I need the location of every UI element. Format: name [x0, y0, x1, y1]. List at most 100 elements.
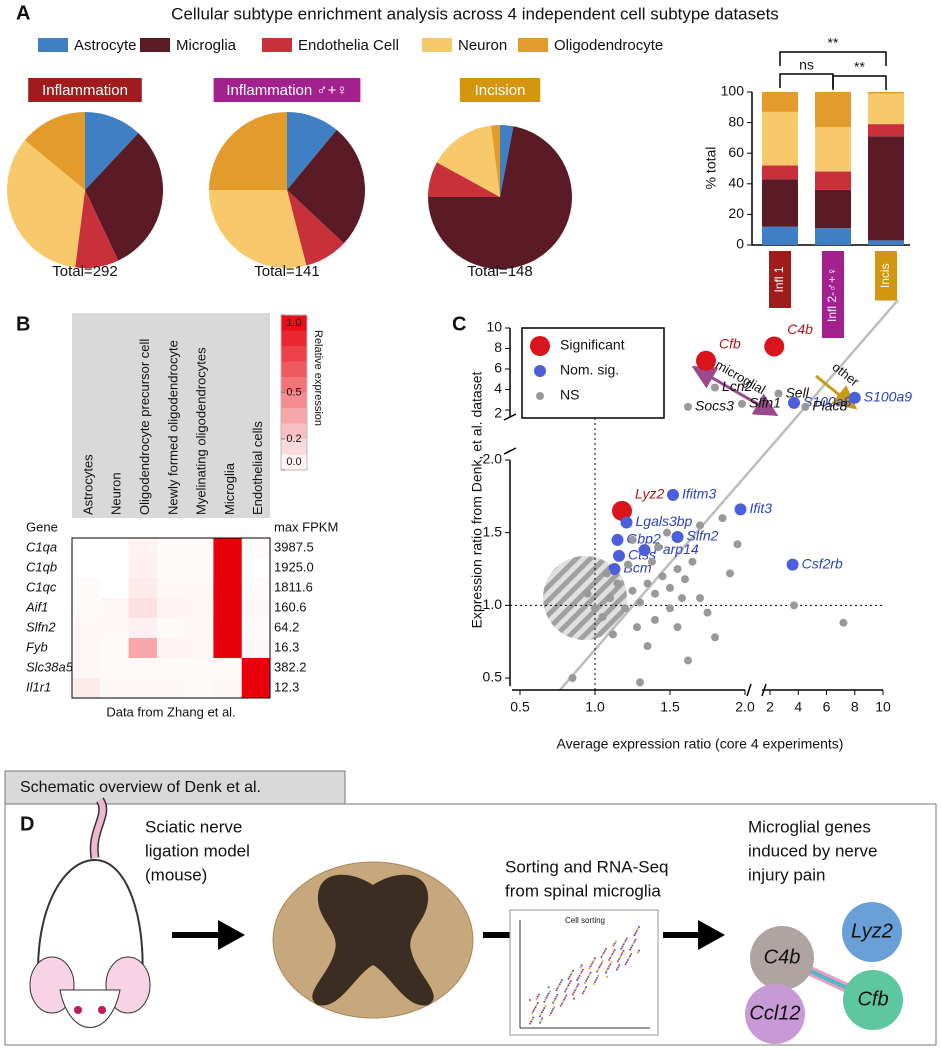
point-label: Parp14 — [654, 541, 699, 557]
decor-dot — [593, 957, 596, 960]
point — [613, 579, 622, 588]
decor-dot — [614, 940, 617, 943]
colorbar-step — [281, 439, 307, 455]
point — [788, 396, 801, 409]
heat-cell — [156, 578, 186, 599]
point — [688, 557, 697, 566]
decor-dot — [596, 976, 599, 979]
decor-dot — [569, 980, 572, 983]
legend-swatch — [140, 38, 170, 52]
heat-cell — [213, 658, 243, 679]
heat-cell — [128, 578, 158, 599]
decor-dot — [544, 1005, 547, 1008]
row-label: Slfn2 — [26, 619, 56, 634]
point — [624, 560, 632, 569]
decor-dot — [529, 1022, 531, 1025]
heat-cell — [128, 678, 158, 699]
heat-cell — [72, 678, 101, 699]
row-label: Slc38a5 — [26, 659, 74, 674]
decor-dot — [634, 932, 637, 935]
decor-dot — [624, 939, 627, 942]
decor-dot — [592, 982, 595, 985]
row-label: Fyb — [26, 639, 48, 654]
bar-segment — [868, 93, 904, 125]
x-tick-label: 10 — [875, 699, 891, 715]
point — [696, 350, 716, 371]
decor-dot — [573, 997, 575, 1000]
heat-cell — [241, 638, 271, 659]
point — [696, 594, 704, 603]
gene-node — [842, 902, 902, 962]
heat-cell — [156, 538, 186, 559]
decor-dot — [624, 963, 627, 966]
decor-dot — [557, 985, 560, 988]
colorbar-step — [281, 361, 307, 377]
row-label: C1qc — [26, 579, 57, 594]
decor-dot — [532, 1016, 535, 1019]
decor-dot — [618, 964, 621, 967]
decor-dot — [559, 1004, 562, 1007]
pie-slice — [209, 190, 307, 268]
legend-swatch — [262, 38, 292, 52]
point — [666, 604, 674, 613]
legend-label: Microglia — [176, 37, 237, 54]
x-tick-label: Infl 2-♂+♀ — [825, 267, 839, 322]
heat-cell — [100, 618, 129, 639]
decor-dot — [597, 968, 600, 971]
x-axis-label: Average expression ratio (core 4 experim… — [557, 736, 844, 752]
panel-label: C — [452, 313, 466, 335]
decor-dot — [531, 1018, 534, 1021]
heat-cell — [213, 558, 243, 579]
arrow-head — [218, 920, 245, 950]
x-tick-label: 2.0 — [735, 699, 755, 715]
bar-segment — [762, 92, 798, 112]
heat-cell — [100, 658, 129, 679]
heat-cell — [241, 618, 271, 639]
point — [628, 535, 637, 544]
heat-cell — [156, 678, 186, 699]
decor-dot — [578, 974, 581, 977]
decor-dot — [568, 982, 571, 985]
y-tick-label: 60 — [728, 144, 744, 160]
heat-cell — [72, 558, 101, 579]
y-axis-label: % total — [703, 147, 719, 190]
header-box — [4, 770, 346, 805]
decor-dot — [611, 952, 614, 955]
colorbar-tick-label: 1.0 — [286, 317, 301, 329]
heat-cell — [72, 538, 101, 559]
legend-swatch — [422, 38, 452, 52]
colorbar-step — [281, 377, 307, 393]
x-tick-label: 6 — [823, 699, 831, 715]
diagonal — [559, 299, 899, 691]
point-label: Socs3 — [695, 398, 734, 414]
point — [651, 615, 659, 624]
decor-dot — [603, 949, 606, 952]
point-label: Lgals3bp — [636, 513, 693, 529]
column-label: Astrocytes — [80, 454, 95, 515]
column-label: Newly formed oligodendrocyte — [165, 340, 180, 515]
decor-dot — [636, 928, 639, 931]
heat-cell — [72, 658, 101, 679]
decor-dot — [588, 967, 591, 970]
point — [696, 521, 704, 530]
heat-cell — [128, 638, 158, 659]
legend-swatch — [38, 38, 68, 52]
decor-dot — [584, 981, 586, 984]
decor-dot — [610, 954, 613, 957]
decor-dot — [592, 959, 595, 962]
legend-label: Oligodendrocyte — [554, 37, 663, 54]
y-tick-label: 2 — [494, 405, 502, 421]
pie-slice — [287, 129, 365, 244]
decor-dot — [595, 978, 597, 981]
bar-segment — [762, 226, 798, 245]
pie-slice — [85, 112, 139, 190]
point — [790, 601, 799, 610]
decor-dot — [556, 993, 559, 996]
decor-dot — [637, 949, 640, 952]
decor-dot — [628, 957, 630, 960]
mouse-head — [59, 989, 121, 1028]
decor-dot — [609, 963, 612, 966]
y-tick-label: 6 — [494, 360, 502, 376]
heat-cell — [72, 618, 101, 639]
